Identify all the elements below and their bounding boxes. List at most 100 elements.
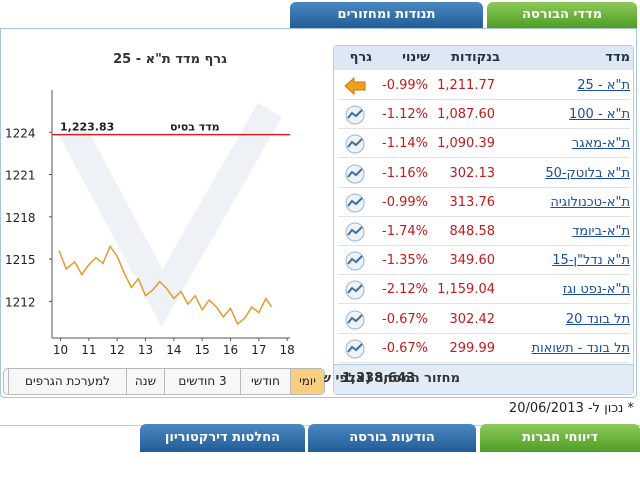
table-box — [333, 45, 634, 395]
y-tick-label: 1218 — [5, 211, 36, 225]
index-link[interactable]: ת"א בלוטק-50 — [545, 165, 630, 181]
table-header-cell: בנקודות — [451, 50, 500, 65]
index-change: -1.14% — [382, 136, 428, 152]
table-header-cell: שינוי — [402, 50, 430, 65]
index-change: -0.67% — [382, 311, 428, 327]
chart-icon[interactable] — [343, 309, 367, 331]
note: * נכון ל- 20/06/2013 — [508, 401, 634, 416]
x-tick-label: 10 — [53, 343, 68, 357]
top-tab[interactable]: מדדי הבורסה — [487, 2, 637, 28]
y-tick-label: 1221 — [5, 169, 36, 183]
row-separator — [338, 99, 630, 100]
turnover-value: 1,338,643 — [342, 371, 416, 386]
row-separator — [338, 128, 630, 130]
icon-line — [347, 343, 363, 353]
base-line-text: מדד בסיס — [170, 121, 220, 134]
index-change: -1.35% — [382, 253, 428, 269]
index-link[interactable]: ת"א - 100 — [569, 107, 630, 123]
x-tick-label: 18 — [280, 343, 295, 357]
x-tick-label: 17 — [251, 343, 266, 357]
icon-line — [347, 167, 363, 178]
row-separator — [338, 303, 630, 305]
index-link[interactable]: ת"א נדל"ן-15 — [552, 253, 630, 269]
y-tick-label: 1212 — [5, 295, 36, 309]
index-points: 1,211.77 — [437, 78, 495, 93]
row-separator — [338, 157, 630, 159]
index-points: 1,090.39 — [437, 136, 495, 152]
index-points: 313.76 — [449, 194, 496, 210]
index-change: -0.67% — [382, 340, 428, 356]
base-line-label: 1,223.83 — [60, 121, 114, 134]
turnover-label: מחזור המסחר (אלפי ש"ח) — [299, 371, 461, 386]
x-tick-label: 16 — [223, 343, 238, 357]
chart-title: גרף מדד ת"א - 25 — [113, 52, 227, 67]
index-points: 302.13 — [449, 165, 496, 181]
index-change: -1.12% — [382, 107, 428, 123]
panel — [0, 28, 637, 398]
icon-line — [347, 313, 363, 324]
chart-icon[interactable] — [343, 133, 367, 155]
index-link[interactable]: ת"א-ביומד — [572, 224, 630, 239]
bottom-tab[interactable]: הודעות בורסה — [308, 424, 476, 452]
y-tick-label: 1224 — [5, 126, 36, 140]
index-link[interactable]: תל בונד 20 — [565, 311, 630, 327]
row-separator — [338, 215, 630, 217]
icon-line — [347, 284, 363, 295]
row-separator — [338, 245, 630, 246]
period-button[interactable]: יומי — [290, 369, 324, 394]
top-tab[interactable]: תנודות ומחזורים — [290, 2, 483, 28]
index-points: 848.58 — [449, 224, 496, 239]
x-tick-label: 13 — [138, 343, 153, 357]
table-header — [334, 46, 633, 70]
icon-line — [347, 226, 363, 236]
row-separator — [338, 361, 630, 363]
row-separator — [338, 274, 630, 276]
bottom-tab[interactable]: החלטות דירקטוריון — [140, 424, 305, 452]
chart-icon[interactable] — [343, 104, 367, 126]
icon-line — [347, 197, 363, 207]
table-header-cell: גרף — [349, 50, 372, 65]
index-change: -0.99% — [382, 78, 428, 93]
chart-icon[interactable] — [343, 338, 367, 360]
x-tick-label: 11 — [81, 343, 96, 357]
row-separator — [338, 186, 630, 188]
chart-icon[interactable] — [343, 75, 367, 97]
index-change: -2.12% — [382, 282, 428, 298]
period-button[interactable]: חודשי — [240, 369, 290, 394]
index-link[interactable]: ת"א-נפט וגז — [562, 282, 630, 298]
period-button[interactable]: למערכת הגרפים — [8, 369, 126, 394]
x-tick-label: 14 — [166, 343, 181, 357]
index-points: 299.99 — [449, 340, 496, 356]
chart-icon[interactable] — [343, 192, 367, 214]
table-footer — [334, 364, 633, 394]
index-points: 1,087.60 — [437, 107, 495, 123]
y-tick-label: 1215 — [5, 253, 36, 267]
period-button[interactable]: שנה — [126, 369, 164, 394]
bottom-tab[interactable]: דיווחי חברות — [480, 424, 640, 452]
arrow-icon — [344, 76, 366, 96]
period-button[interactable]: 3 חודשים — [164, 369, 240, 394]
icon-line — [347, 255, 363, 265]
index-change: -1.16% — [382, 165, 428, 181]
index-link[interactable]: ת"א - 25 — [577, 78, 630, 93]
index-link[interactable]: ת"א-מאגר — [571, 136, 630, 152]
index-change: -1.74% — [382, 224, 428, 239]
index-line — [58, 244, 273, 326]
icon-line — [347, 109, 363, 119]
x-tick-label: 15 — [195, 343, 210, 357]
index-link[interactable]: תל בונד - תשואות — [531, 340, 630, 356]
index-points: 302.42 — [449, 311, 496, 327]
chart-icon[interactable] — [343, 163, 367, 185]
chart-icon[interactable] — [343, 279, 367, 301]
index-points: 349.60 — [449, 253, 496, 269]
index-change: -0.99% — [382, 194, 428, 210]
table-header-cell: מדד — [605, 50, 630, 65]
row-separator — [338, 332, 630, 334]
index-link[interactable]: ת"א-טכנולוגיה — [550, 194, 630, 210]
chart-icon[interactable] — [343, 250, 367, 272]
index-points: 1,159.04 — [437, 282, 495, 298]
chart-icon[interactable] — [343, 221, 367, 243]
x-tick-label: 12 — [110, 343, 125, 357]
